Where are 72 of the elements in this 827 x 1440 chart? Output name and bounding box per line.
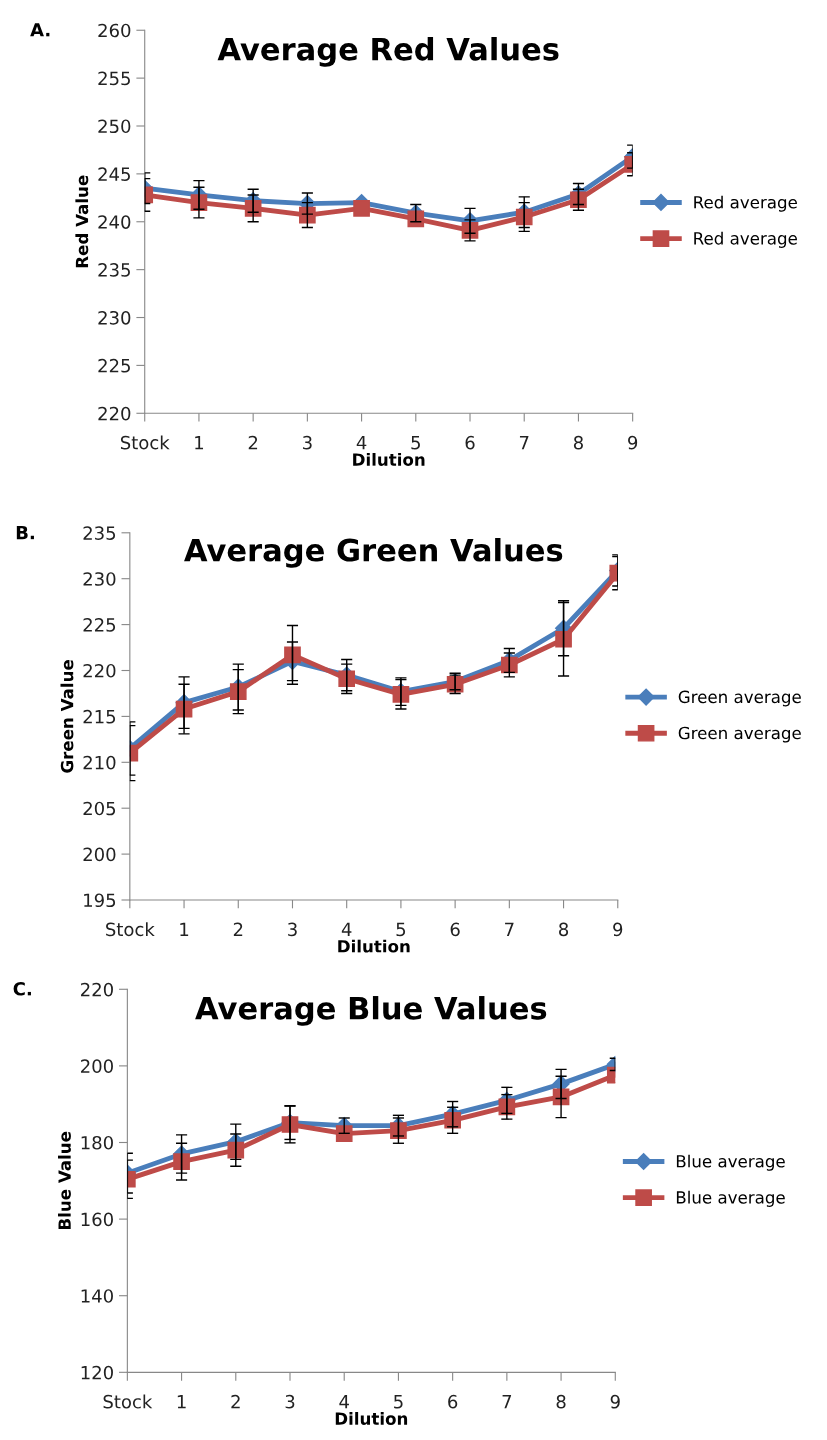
y-axis-title: Green Value — [60, 660, 74, 773]
x-tick-label: Stock — [103, 1394, 153, 1409]
y-tick-label: 220 — [98, 406, 131, 421]
x-tick-label: 7 — [505, 922, 514, 936]
x-tick-label: 9 — [610, 1394, 620, 1409]
y-tick-label: 220 — [83, 663, 116, 678]
x-tick-label: 4 — [356, 436, 367, 450]
x-axis-title: Dilution — [338, 939, 410, 953]
x-tick-label: 1 — [180, 922, 189, 936]
legend-label: Red average — [694, 231, 797, 248]
x-tick-label: 5 — [396, 922, 406, 937]
y-axis-title: Blue Value — [58, 1131, 71, 1230]
legend-label: Green average — [678, 726, 801, 743]
y-tick-label: 215 — [83, 709, 116, 724]
text: A. — [30, 23, 50, 37]
y-tick-label: 235 — [83, 526, 116, 540]
x-tick-label: 6 — [465, 435, 475, 450]
x-tick-label: Stock — [120, 435, 170, 450]
x-tick-label: 3 — [285, 1394, 295, 1409]
x-tick-label: 6 — [450, 922, 460, 937]
x-tick-label: 9 — [628, 435, 638, 450]
y-tick-label: 255 — [98, 71, 130, 86]
y-axis-title: Red Value — [75, 175, 89, 268]
x-tick-label: 8 — [559, 922, 569, 937]
x-tick-label: 9 — [613, 922, 623, 937]
y-tick-label: 210 — [83, 755, 116, 770]
chart-title: Average Red Values — [217, 36, 559, 67]
x-tick-label: 3 — [303, 435, 312, 450]
chart-title: Average Green Values — [184, 537, 563, 568]
legend-label: Red average — [694, 195, 797, 212]
x-tick-label: 5 — [411, 436, 420, 450]
x-tick-label: 8 — [556, 1394, 566, 1409]
y-tick-label: 235 — [98, 263, 130, 277]
y-tick-label: 245 — [98, 167, 130, 181]
y-tick-label: 225 — [98, 358, 130, 373]
legend-label: Blue average — [676, 1154, 785, 1171]
x-tick-label: 5 — [394, 1395, 403, 1409]
x-axis-title: Dilution — [335, 1412, 408, 1425]
y-tick-label: 195 — [84, 893, 116, 908]
x-tick-label: 7 — [502, 1395, 512, 1409]
x-tick-label: 2 — [231, 1394, 240, 1409]
y-tick-label: 260 — [98, 23, 131, 38]
text: B. — [16, 526, 34, 540]
legend-label: Blue average — [676, 1190, 785, 1207]
x-tick-label: 4 — [341, 922, 352, 936]
x-tick-label: 1 — [195, 436, 204, 450]
y-tick-label: 160 — [81, 1212, 113, 1227]
y-tick-label: 200 — [81, 1059, 113, 1073]
legend-label: Green average — [678, 690, 801, 707]
y-tick-label: 225 — [83, 618, 116, 632]
text: C. — [13, 981, 31, 996]
y-tick-label: 250 — [98, 119, 131, 134]
y-tick-label: 180 — [81, 1135, 113, 1150]
y-tick-label: 120 — [81, 1365, 113, 1380]
x-tick-label: 7 — [519, 436, 529, 450]
x-tick-label: 2 — [248, 435, 258, 450]
y-tick-label: 220 — [81, 982, 113, 997]
x-tick-label: 3 — [288, 922, 297, 937]
y-tick-label: 230 — [83, 572, 116, 586]
y-tick-label: 240 — [98, 215, 131, 229]
y-tick-label: 140 — [81, 1289, 113, 1303]
x-tick-label: 1 — [177, 1395, 186, 1409]
x-axis-title: Dilution — [353, 452, 425, 466]
x-tick-label: 4 — [339, 1395, 349, 1409]
x-tick-label: 2 — [233, 922, 243, 936]
y-tick-label: 230 — [98, 310, 131, 325]
x-tick-label: Stock — [106, 922, 155, 937]
x-tick-label: 6 — [448, 1394, 458, 1409]
y-tick-label: 200 — [83, 847, 116, 862]
y-tick-label: 205 — [83, 801, 116, 816]
x-tick-label: 8 — [573, 435, 583, 450]
chart-title: Average Blue Values — [195, 996, 547, 1026]
